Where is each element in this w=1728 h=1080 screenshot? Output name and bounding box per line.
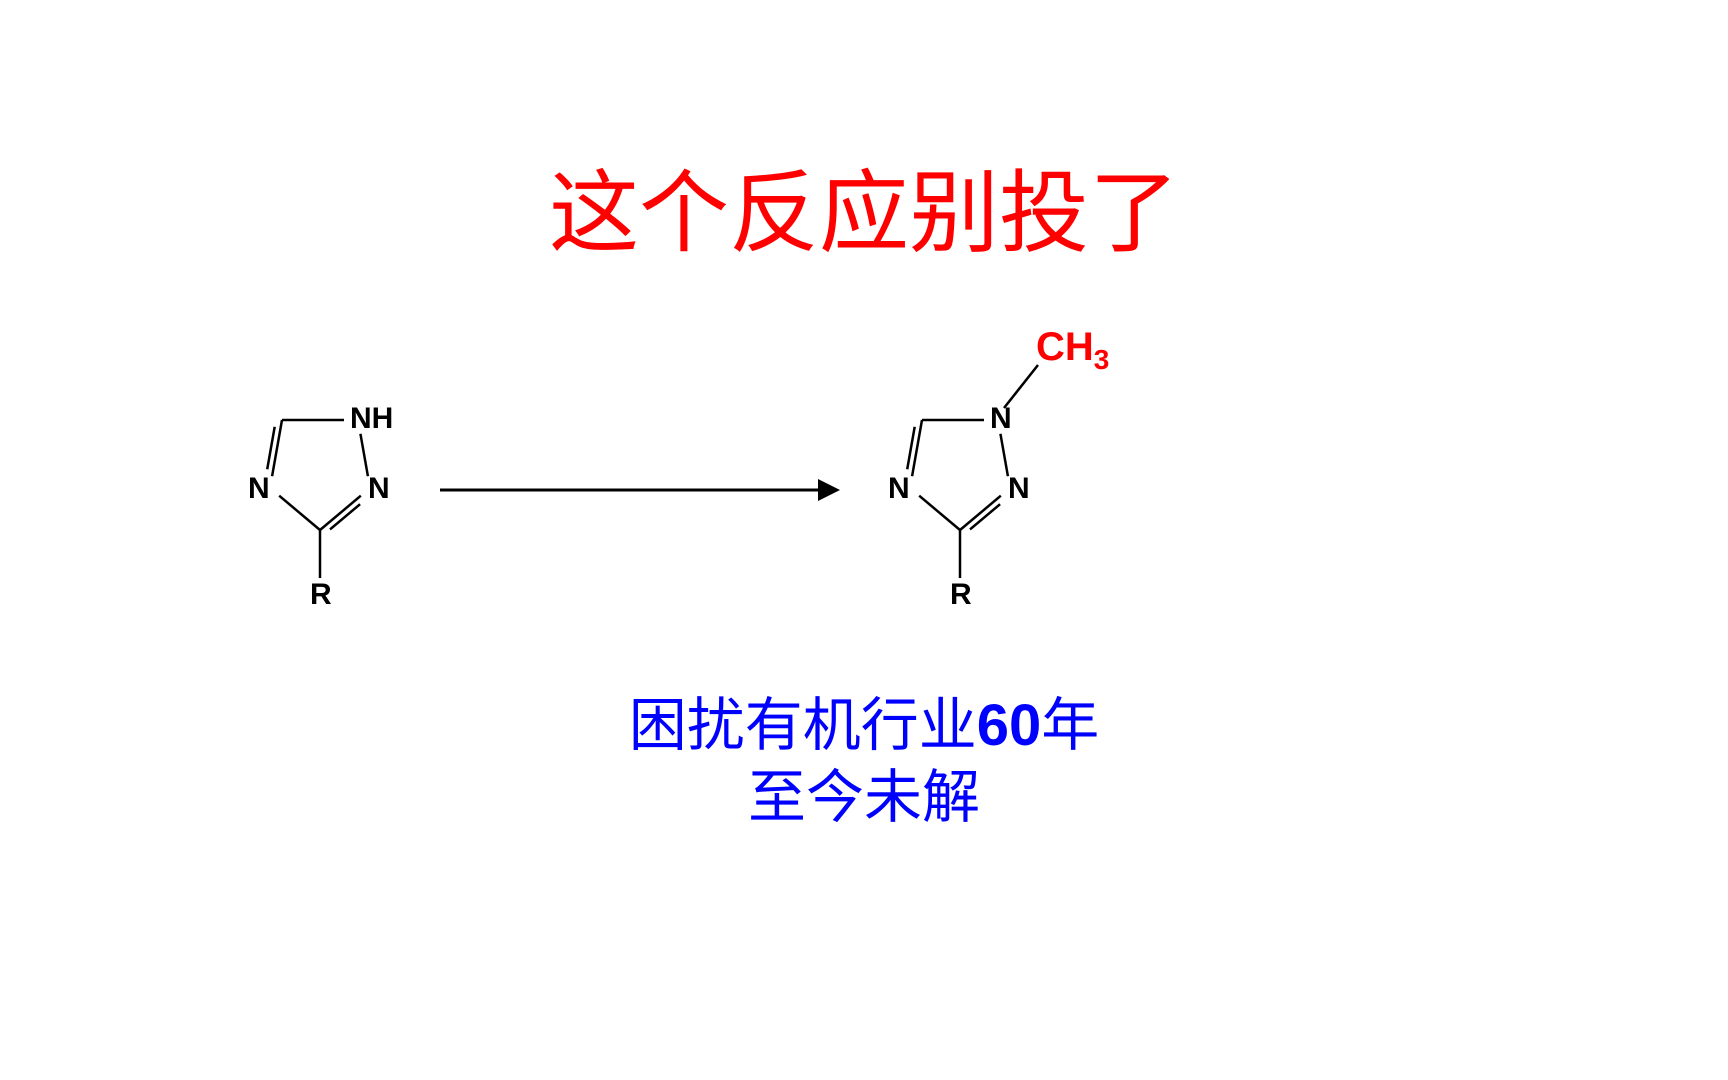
atom-nh: NH: [350, 402, 393, 436]
reaction-diagram: NH N N R N CH3 N N R: [0, 0, 1728, 1080]
atom-n1: N: [990, 402, 1012, 436]
product-molecule: NCH3NNR: [870, 340, 1130, 660]
ch3-group: CH3: [1036, 325, 1109, 376]
r-group: R: [310, 578, 332, 612]
atom-n2: N: [368, 472, 390, 506]
atom-n4: N: [248, 472, 270, 506]
r-group: R: [950, 578, 972, 612]
atom-n2: N: [1008, 472, 1030, 506]
atom-n4: N: [888, 472, 910, 506]
reactant-molecule: NH N N R: [230, 340, 490, 660]
